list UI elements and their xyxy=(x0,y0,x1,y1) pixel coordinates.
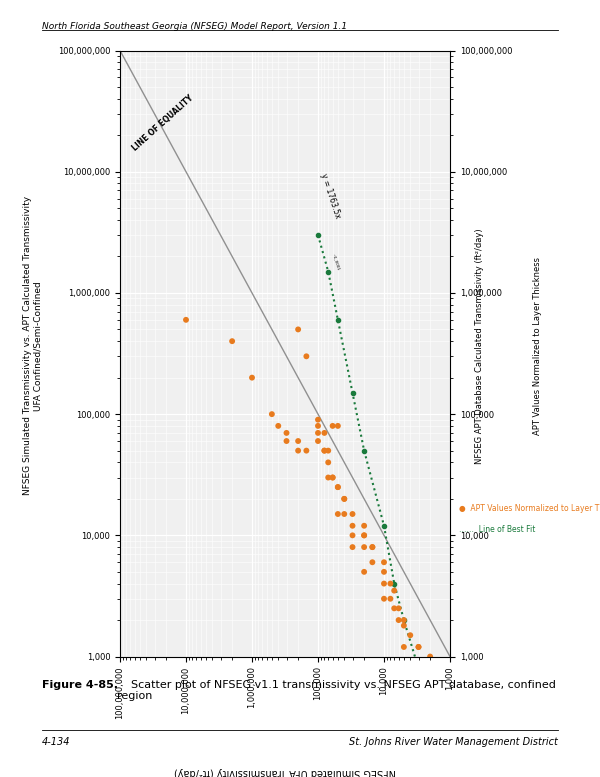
Point xyxy=(340,493,349,505)
Point xyxy=(359,529,369,542)
Point xyxy=(282,427,292,439)
Point xyxy=(313,420,323,432)
Point xyxy=(333,481,343,493)
Point xyxy=(323,456,333,469)
Point xyxy=(394,614,403,626)
Point xyxy=(348,508,358,521)
Text: LINE OF EQUALITY: LINE OF EQUALITY xyxy=(131,93,195,153)
Point xyxy=(379,566,389,578)
Point xyxy=(406,629,415,642)
Point xyxy=(394,602,403,615)
Point xyxy=(282,435,292,448)
Point xyxy=(181,314,191,326)
Point xyxy=(379,593,389,605)
Point xyxy=(368,556,377,569)
Text: Figure 4-85.: Figure 4-85. xyxy=(42,680,118,690)
Point xyxy=(414,641,424,653)
Point xyxy=(274,420,283,432)
Point xyxy=(333,420,343,432)
Point xyxy=(328,472,337,484)
Point xyxy=(333,508,343,521)
Point xyxy=(386,593,395,605)
Point xyxy=(293,323,303,336)
Point xyxy=(386,577,395,590)
Point xyxy=(348,529,358,542)
Point xyxy=(320,427,329,439)
Text: St. Johns River Water Management District: St. Johns River Water Management Distric… xyxy=(349,737,558,747)
Point xyxy=(340,508,349,521)
Point xyxy=(368,541,377,553)
Point xyxy=(368,541,377,553)
Text: ●  APT Values Normalized to Layer Thickness: ● APT Values Normalized to Layer Thickne… xyxy=(459,504,600,514)
Text: NFSEG Simulated Transmissivity vs. APT Calculated Transmissivity
UFA Confined/Se: NFSEG Simulated Transmissivity vs. APT C… xyxy=(23,197,43,495)
Text: Scatter plot of NFSEG v1.1 transmissivity vs. NFSEG APT database, confined
regio: Scatter plot of NFSEG v1.1 transmissivit… xyxy=(117,680,556,702)
Point xyxy=(340,493,349,505)
Text: NFSEG APT Database Calculated Transmissivity (ft²/day): NFSEG APT Database Calculated Transmissi… xyxy=(476,228,485,464)
Text: ……  Line of Best Fit: …… Line of Best Fit xyxy=(459,525,535,535)
Point xyxy=(323,444,333,457)
Point xyxy=(313,413,323,426)
Point xyxy=(267,408,277,420)
Point xyxy=(320,444,329,457)
Point xyxy=(379,577,389,590)
Point xyxy=(328,420,337,432)
Point xyxy=(333,481,343,493)
Point xyxy=(399,641,409,653)
Point xyxy=(359,520,369,532)
Point xyxy=(302,350,311,363)
Point xyxy=(313,427,323,439)
Point xyxy=(227,335,237,347)
X-axis label: NFSEG Simulated UFA Transmissivity (ft²/day): NFSEG Simulated UFA Transmissivity (ft²/… xyxy=(174,768,396,777)
Text: y = 1763.5x: y = 1763.5x xyxy=(319,172,343,220)
Point xyxy=(328,472,337,484)
Point xyxy=(302,444,311,457)
Text: North Florida Southeast Georgia (NFSEG) Model Report, Version 1.1: North Florida Southeast Georgia (NFSEG) … xyxy=(42,22,347,31)
Point xyxy=(348,541,358,553)
Point xyxy=(359,529,369,542)
Point xyxy=(323,472,333,484)
Point xyxy=(313,435,323,448)
Point xyxy=(293,444,303,457)
Point xyxy=(414,641,424,653)
Point xyxy=(399,619,409,632)
Point xyxy=(359,541,369,553)
Point xyxy=(247,371,257,384)
Point xyxy=(320,444,329,457)
Text: APT Values Normalized to Layer Thickness: APT Values Normalized to Layer Thickness xyxy=(533,256,542,435)
Point xyxy=(348,520,358,532)
Point xyxy=(359,566,369,578)
Point xyxy=(399,614,409,626)
Point xyxy=(389,584,399,597)
Point xyxy=(293,435,303,448)
Point xyxy=(379,556,389,569)
Point xyxy=(425,650,435,663)
Point xyxy=(389,602,399,615)
Text: 4-134: 4-134 xyxy=(42,737,71,747)
Text: ⁻¹·⁰⁰⁰¹: ⁻¹·⁰⁰⁰¹ xyxy=(329,253,339,272)
